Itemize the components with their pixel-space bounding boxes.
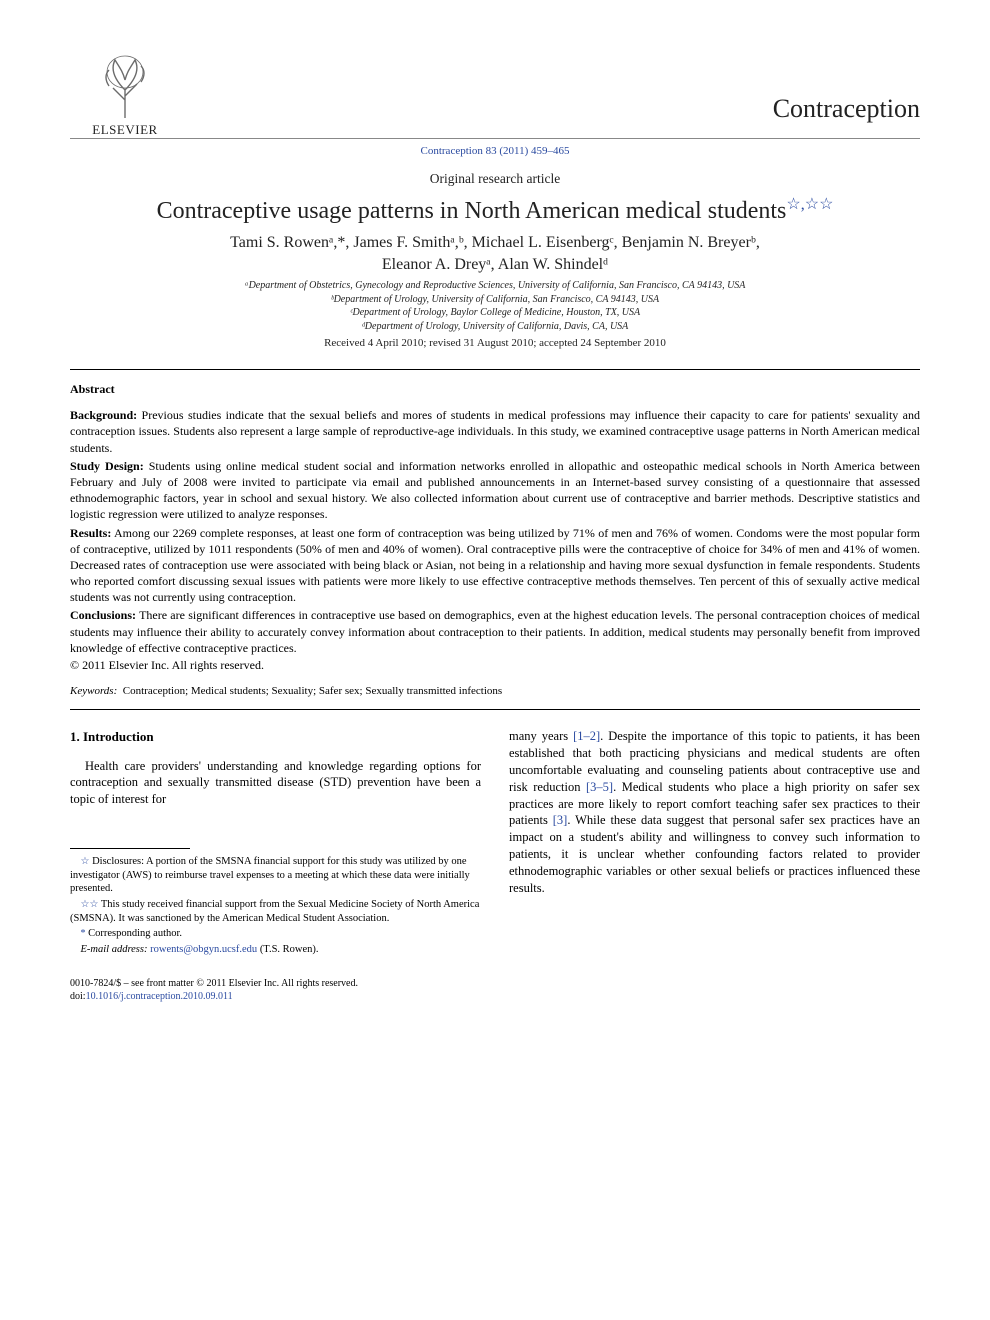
footnote-2-text: This study received financial support fr… [70,899,479,924]
abstract-conclusions-label: Conclusions: [70,608,136,622]
abstract-study-design: Study Design: Students using online medi… [70,458,920,523]
abstract-results-text: Among our 2269 complete responses, at le… [70,526,920,605]
issn-line: 0010-7824/$ – see front matter © 2011 El… [70,977,481,990]
footnote-rule [70,848,190,849]
affiliation-a: ᵃDepartment of Obstetrics, Gynecology an… [70,279,920,293]
ref-link-1-2[interactable]: [1–2] [573,729,600,743]
section-number: 1. [70,729,80,744]
footnote-3-text: Corresponding author. [88,928,182,939]
footnote-2-marker: ☆☆ [81,899,99,910]
intro-para-col1: Health care providers' understanding and… [70,758,481,809]
affiliation-c: ᶜDepartment of Urology, Baylor College o… [70,306,920,320]
corresponding-email-link[interactable]: rowents@obgyn.ucsf.edu [150,944,257,955]
footnote-1-text: Disclosures: A portion of the SMSNA fina… [70,856,470,894]
bottom-meta: 0010-7824/$ – see front matter © 2011 El… [70,977,481,1003]
intro-para-col2: many years [1–2]. Despite the importance… [509,728,920,897]
article-dates: Received 4 April 2010; revised 31 August… [70,337,920,349]
abstract-bottom-rule [70,709,920,710]
publisher-name: ELSEVIER [92,122,157,138]
doi-label: doi: [70,991,86,1002]
footnote-email: E-mail address: rowents@obgyn.ucsf.edu (… [70,943,481,957]
abstract: Abstract Background: Previous studies in… [70,370,920,697]
footnote-3-marker: * [81,928,86,939]
author-list: Tami S. Rowenᵃ,*, James F. Smithᵃ,ᵇ, Mic… [70,232,920,275]
keywords-text: Contraception; Medical students; Sexuali… [123,685,502,697]
affiliation-b: ᵇDepartment of Urology, University of Ca… [70,293,920,307]
keywords-label: Keywords: [70,685,117,697]
abstract-results: Results: Among our 2269 complete respons… [70,525,920,606]
abstract-background-label: Background: [70,408,137,422]
journal-name: Contraception [773,94,920,138]
article-title: Contraceptive usage patterns in North Am… [70,195,920,226]
publisher-block: ELSEVIER [70,50,180,138]
abstract-conclusions: Conclusions: There are significant diffe… [70,607,920,656]
authors-line-1: Tami S. Rowenᵃ,*, James F. Smithᵃ,ᵇ, Mic… [230,234,760,251]
email-label: E-mail address: [81,944,148,955]
column-1: 1. Introduction Health care providers' u… [70,728,481,1003]
footnote-1: ☆ Disclosures: A portion of the SMSNA fi… [70,855,481,896]
page-header: ELSEVIER Contraception [70,50,920,139]
keywords: Keywords: Contraception; Medical student… [70,685,920,697]
affiliation-d: ᵈDepartment of Urology, University of Ca… [70,320,920,334]
authors-line-2: Eleanor A. Dreyᵃ, Alan W. Shindelᵈ [382,256,608,273]
abstract-background-text: Previous studies indicate that the sexua… [70,408,920,454]
title-text: Contraceptive usage patterns in North Am… [157,198,787,224]
email-suffix: (T.S. Rowen). [260,944,319,955]
affiliations: ᵃDepartment of Obstetrics, Gynecology an… [70,279,920,333]
article-type: Original research article [70,171,920,187]
abstract-copyright: © 2011 Elsevier Inc. All rights reserved… [70,658,920,673]
body-two-column: 1. Introduction Health care providers' u… [70,728,920,1003]
section-1-heading: 1. Introduction [70,728,481,746]
abstract-results-label: Results: [70,526,111,540]
footnote-2: ☆☆ This study received financial support… [70,898,481,925]
footnote-3: * Corresponding author. [70,927,481,941]
abstract-study-design-text: Students using online medical student so… [70,459,920,522]
elsevier-tree-icon [95,50,155,120]
footnotes: ☆ Disclosures: A portion of the SMSNA fi… [70,855,481,956]
abstract-background: Background: Previous studies indicate th… [70,407,920,456]
title-footnote-markers: ☆,☆☆ [786,196,833,213]
ref-link-3-5[interactable]: [3–5] [586,780,613,794]
section-title: Introduction [83,729,154,744]
ref-link-3[interactable]: [3] [553,813,568,827]
col2-pre: many years [509,729,573,743]
footnote-1-marker: ☆ [81,856,90,867]
abstract-heading: Abstract [70,382,920,397]
col2-end: . While these data suggest that personal… [509,813,920,895]
abstract-conclusions-text: There are significant differences in con… [70,608,920,654]
doi-line: doi:10.1016/j.contraception.2010.09.011 [70,990,481,1003]
doi-link[interactable]: 10.1016/j.contraception.2010.09.011 [86,991,233,1002]
citation-line: Contraception 83 (2011) 459–465 [70,145,920,157]
abstract-study-design-label: Study Design: [70,459,144,473]
